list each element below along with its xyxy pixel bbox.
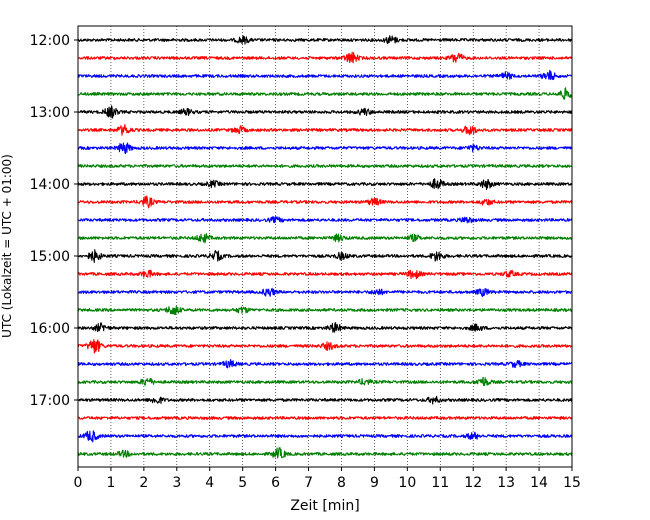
x-axis: 0 1 2 3 4 5 6 7 8 9 10 11 12 13 14 15	[74, 467, 581, 491]
y-tick-label: 12:00	[30, 33, 70, 49]
seismic-trace	[77, 305, 573, 316]
seismic-trace	[77, 51, 573, 64]
seismic-trace	[77, 69, 573, 81]
seismic-trace	[77, 164, 573, 168]
seismic-trace	[77, 35, 573, 45]
x-tick-label: 8	[337, 475, 346, 491]
seismic-trace	[77, 416, 573, 420]
y-axis-label: UTC (Lokalzeit = UTC + 01:00)	[0, 154, 14, 338]
x-tick-label: 14	[530, 475, 548, 491]
x-tick-label: 6	[271, 475, 280, 491]
y-tick-label: 13:00	[30, 105, 70, 121]
x-tick-label: 11	[431, 475, 449, 491]
seismic-trace	[77, 216, 573, 224]
x-tick-label: 1	[106, 475, 115, 491]
seismic-trace	[77, 269, 573, 280]
seismic-trace	[77, 87, 573, 100]
seismic-trace	[77, 287, 573, 298]
seismic-trace	[77, 142, 573, 155]
seismic-trace	[77, 338, 573, 354]
x-tick-label: 13	[497, 475, 515, 491]
x-tick-label: 12	[464, 475, 482, 491]
seismic-trace	[77, 249, 573, 263]
y-tick-label: 15:00	[30, 249, 70, 265]
y-tick-label: 17:00	[30, 393, 70, 409]
x-tick-label: 7	[304, 475, 313, 491]
seismic-trace	[77, 376, 573, 387]
seismic-trace	[77, 447, 573, 459]
x-axis-label: Zeit [min]	[290, 498, 359, 514]
plot-frame	[77, 25, 573, 468]
seismic-trace	[77, 430, 573, 443]
trace-group	[77, 35, 573, 459]
x-tick-label: 3	[172, 475, 181, 491]
x-tick-label: 0	[74, 475, 83, 491]
y-axis: 12:00 13:00 14:00 15:00 16:00 17:00	[30, 33, 78, 409]
seismic-trace	[77, 359, 573, 369]
seismic-trace	[77, 395, 573, 405]
x-tick-label: 2	[139, 475, 148, 491]
y-tick-label: 14:00	[30, 177, 70, 193]
seismic-trace	[77, 123, 573, 136]
x-tick-label: 4	[205, 475, 214, 491]
seismic-trace	[77, 233, 573, 244]
x-tick-label: 9	[370, 475, 379, 491]
y-tick-label: 16:00	[30, 321, 70, 337]
seismic-trace	[77, 195, 573, 209]
seismic-trace	[77, 105, 573, 119]
seismic-trace	[77, 322, 573, 333]
seismic-trace	[77, 178, 573, 191]
x-tick-label: 15	[563, 475, 581, 491]
x-tick-label: 5	[238, 475, 247, 491]
x-tick-label: 10	[398, 475, 416, 491]
